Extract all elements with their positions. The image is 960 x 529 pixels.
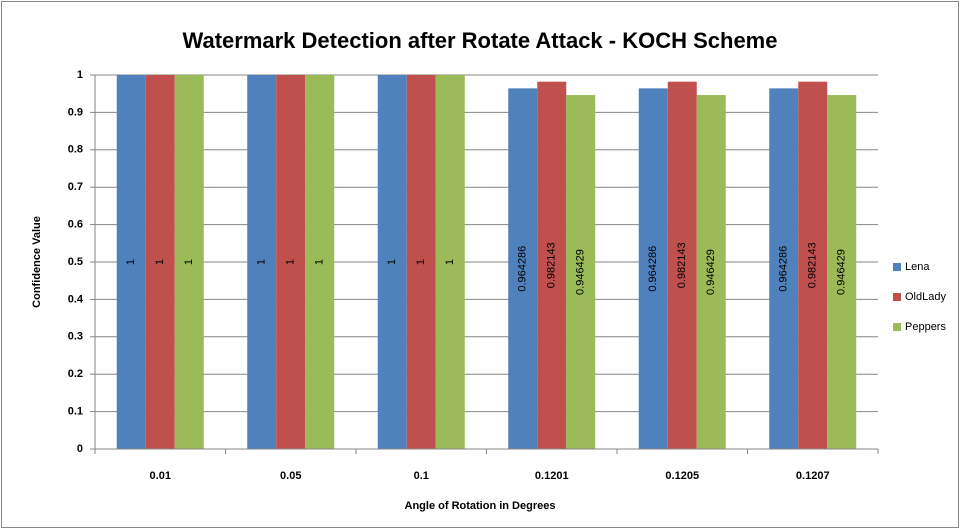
bar	[145, 75, 175, 449]
legend-label: OldLady	[905, 291, 946, 303]
data-label: 0.964286	[778, 246, 790, 292]
bar	[247, 75, 277, 449]
bar	[174, 75, 204, 449]
bar	[667, 81, 697, 449]
legend-swatch	[893, 263, 901, 271]
x-tick-label: 0.1201	[535, 470, 569, 482]
data-label: 1	[125, 259, 137, 265]
legend-label: Peppers	[905, 321, 946, 333]
data-label: 0.982143	[676, 242, 688, 288]
x-tick-label: 0.1	[414, 470, 429, 482]
bar	[566, 95, 596, 449]
legend-label: Lena	[905, 261, 930, 273]
data-label: 0.946429	[705, 249, 717, 295]
bar	[769, 88, 799, 450]
bar	[696, 95, 726, 449]
data-label: 1	[386, 259, 398, 265]
bar	[305, 75, 335, 449]
bar	[508, 88, 538, 450]
data-label: 1	[415, 259, 427, 265]
bar	[537, 81, 567, 449]
chart-title: Watermark Detection after Rotate Attack …	[183, 28, 778, 53]
bar	[377, 75, 407, 449]
bar	[276, 75, 306, 449]
y-tick-label: 0.1	[68, 406, 83, 418]
data-label: 0.982143	[546, 242, 558, 288]
y-tick-label: 0.6	[68, 219, 83, 231]
bar	[435, 75, 465, 449]
legend-swatch	[893, 323, 901, 331]
y-tick-label: 0.4	[68, 293, 84, 305]
data-label: 1	[314, 259, 326, 265]
y-tick-label: 0	[77, 443, 83, 455]
data-label: 1	[285, 259, 297, 265]
y-tick-label: 0.9	[68, 106, 83, 118]
data-label: 0.964286	[647, 246, 659, 292]
data-label: 1	[154, 259, 166, 265]
data-label: 0.946429	[836, 249, 848, 295]
y-tick-label: 0.7	[68, 181, 83, 193]
x-tick-label: 0.1205	[665, 470, 699, 482]
bar	[116, 75, 146, 449]
data-label: 1	[256, 259, 268, 265]
y-tick-label: 0.2	[68, 368, 83, 380]
data-label: 0.946429	[575, 249, 587, 295]
bar	[638, 88, 668, 450]
bar	[406, 75, 436, 449]
legend-swatch	[893, 293, 901, 301]
y-tick-label: 1	[77, 69, 83, 81]
data-label: 0.982143	[807, 242, 819, 288]
bar	[827, 95, 857, 449]
bar	[798, 81, 828, 449]
y-axis-title: Confidence Value	[31, 216, 43, 308]
x-axis-title: Angle of Rotation in Degrees	[405, 500, 556, 512]
y-tick-label: 0.8	[68, 144, 83, 156]
x-tick-label: 0.01	[150, 470, 171, 482]
x-tick-label: 0.1207	[796, 470, 830, 482]
y-tick-label: 0.5	[68, 256, 83, 268]
x-tick-label: 0.05	[280, 470, 301, 482]
y-tick-label: 0.3	[68, 331, 83, 343]
data-label: 1	[444, 259, 456, 265]
data-label: 0.964286	[517, 246, 529, 292]
data-label: 1	[183, 259, 195, 265]
